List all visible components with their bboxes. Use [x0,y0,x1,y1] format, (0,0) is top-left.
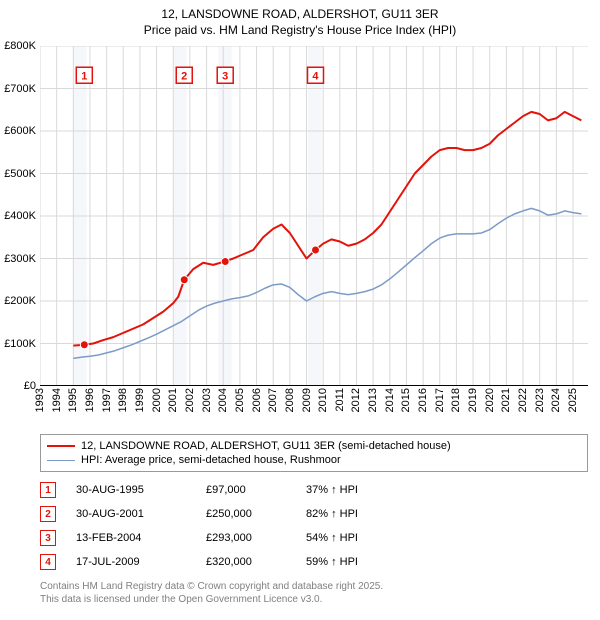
chart-area: £0£100K£200K£300K£400K£500K£600K£700K£80… [40,46,588,386]
x-tick-label: 2024 [550,388,562,412]
sale-marker: 4 [40,554,56,570]
legend-label: 12, LANSDOWNE ROAD, ALDERSHOT, GU11 3ER … [81,440,451,452]
x-tick-label: 2011 [334,388,346,412]
footer-text: Contains HM Land Registry data © Crown c… [40,580,588,606]
sale-row: 2 30-AUG-2001 £250,000 82% ↑ HPI [40,502,588,526]
x-tick-label: 2014 [384,388,396,412]
svg-text:2: 2 [181,71,187,83]
sale-row: 4 17-JUL-2009 £320,000 59% ↑ HPI [40,550,588,574]
svg-text:4: 4 [312,71,319,83]
y-tick-label: £200K [4,295,36,307]
sale-price: £320,000 [206,556,286,568]
sale-price: £97,000 [206,484,286,496]
x-tick-label: 2008 [284,388,296,412]
footer-line2: This data is licensed under the Open Gov… [40,593,588,606]
sale-row: 3 13-FEB-2004 £293,000 54% ↑ HPI [40,526,588,550]
x-axis: 1993199419951996199719981999200020012002… [40,386,588,428]
x-tick-label: 2005 [234,388,246,412]
sale-date: 30-AUG-2001 [76,508,186,520]
x-tick-label: 2004 [217,388,229,412]
x-tick-label: 1997 [101,388,113,412]
y-tick-label: £300K [4,253,36,265]
sale-marker: 2 [40,506,56,522]
sale-date: 13-FEB-2004 [76,532,186,544]
svg-text:3: 3 [222,71,228,83]
sale-price: £250,000 [206,508,286,520]
sale-marker: 1 [40,482,56,498]
legend-swatch [47,445,75,447]
x-tick-label: 1998 [117,388,129,412]
x-tick-label: 2019 [467,388,479,412]
x-tick-label: 1996 [84,388,96,412]
x-tick-label: 2010 [317,388,329,412]
sale-hpi: 37% ↑ HPI [306,484,396,496]
x-tick-label: 2023 [534,388,546,412]
x-tick-label: 2002 [184,388,196,412]
footer-line1: Contains HM Land Registry data © Crown c… [40,580,588,593]
x-tick-label: 2015 [400,388,412,412]
x-tick-label: 1995 [67,388,79,412]
legend-item: HPI: Average price, semi-detached house,… [47,453,581,467]
legend: 12, LANSDOWNE ROAD, ALDERSHOT, GU11 3ER … [40,434,588,472]
title-block: 12, LANSDOWNE ROAD, ALDERSHOT, GU11 3ER … [0,0,600,38]
x-tick-label: 2009 [301,388,313,412]
sale-hpi: 59% ↑ HPI [306,556,396,568]
y-tick-label: £400K [4,210,36,222]
svg-text:1: 1 [81,71,87,83]
x-tick-label: 2006 [251,388,263,412]
x-tick-label: 2012 [350,388,362,412]
sale-date: 30-AUG-1995 [76,484,186,496]
y-tick-label: £700K [4,83,36,95]
x-tick-label: 2001 [167,388,179,412]
sale-row: 1 30-AUG-1995 £97,000 37% ↑ HPI [40,478,588,502]
x-tick-label: 2013 [367,388,379,412]
legend-item: 12, LANSDOWNE ROAD, ALDERSHOT, GU11 3ER … [47,439,581,453]
legend-swatch [47,460,75,461]
x-tick-label: 1994 [51,388,63,412]
y-tick-label: £100K [4,338,36,350]
sale-marker: 3 [40,530,56,546]
x-tick-label: 2022 [517,388,529,412]
sale-hpi: 82% ↑ HPI [306,508,396,520]
x-tick-label: 2021 [500,388,512,412]
x-tick-label: 1999 [134,388,146,412]
y-tick-label: £500K [4,168,36,180]
x-tick-label: 2025 [567,388,579,412]
y-axis: £0£100K£200K£300K£400K£500K£600K£700K£80… [0,46,38,386]
x-tick-label: 1993 [34,388,46,412]
sale-price: £293,000 [206,532,286,544]
x-tick-label: 2017 [434,388,446,412]
sale-hpi: 54% ↑ HPI [306,532,396,544]
sales-table: 1 30-AUG-1995 £97,000 37% ↑ HPI 2 30-AUG-2001… [40,478,588,574]
sale-date: 17-JUL-2009 [76,556,186,568]
x-tick-label: 2018 [450,388,462,412]
y-tick-label: £600K [4,125,36,137]
x-tick-label: 2000 [151,388,163,412]
legend-label: HPI: Average price, semi-detached house,… [81,454,341,466]
title-line2: Price paid vs. HM Land Registry's House … [0,22,600,38]
plot-svg: 1 2 3 4 [40,46,588,386]
x-tick-label: 2003 [201,388,213,412]
y-tick-label: £800K [4,40,36,52]
x-tick-label: 2007 [267,388,279,412]
x-tick-label: 2020 [484,388,496,412]
x-tick-label: 2016 [417,388,429,412]
chart-container: 12, LANSDOWNE ROAD, ALDERSHOT, GU11 3ER … [0,0,600,606]
title-line1: 12, LANSDOWNE ROAD, ALDERSHOT, GU11 3ER [0,6,600,22]
